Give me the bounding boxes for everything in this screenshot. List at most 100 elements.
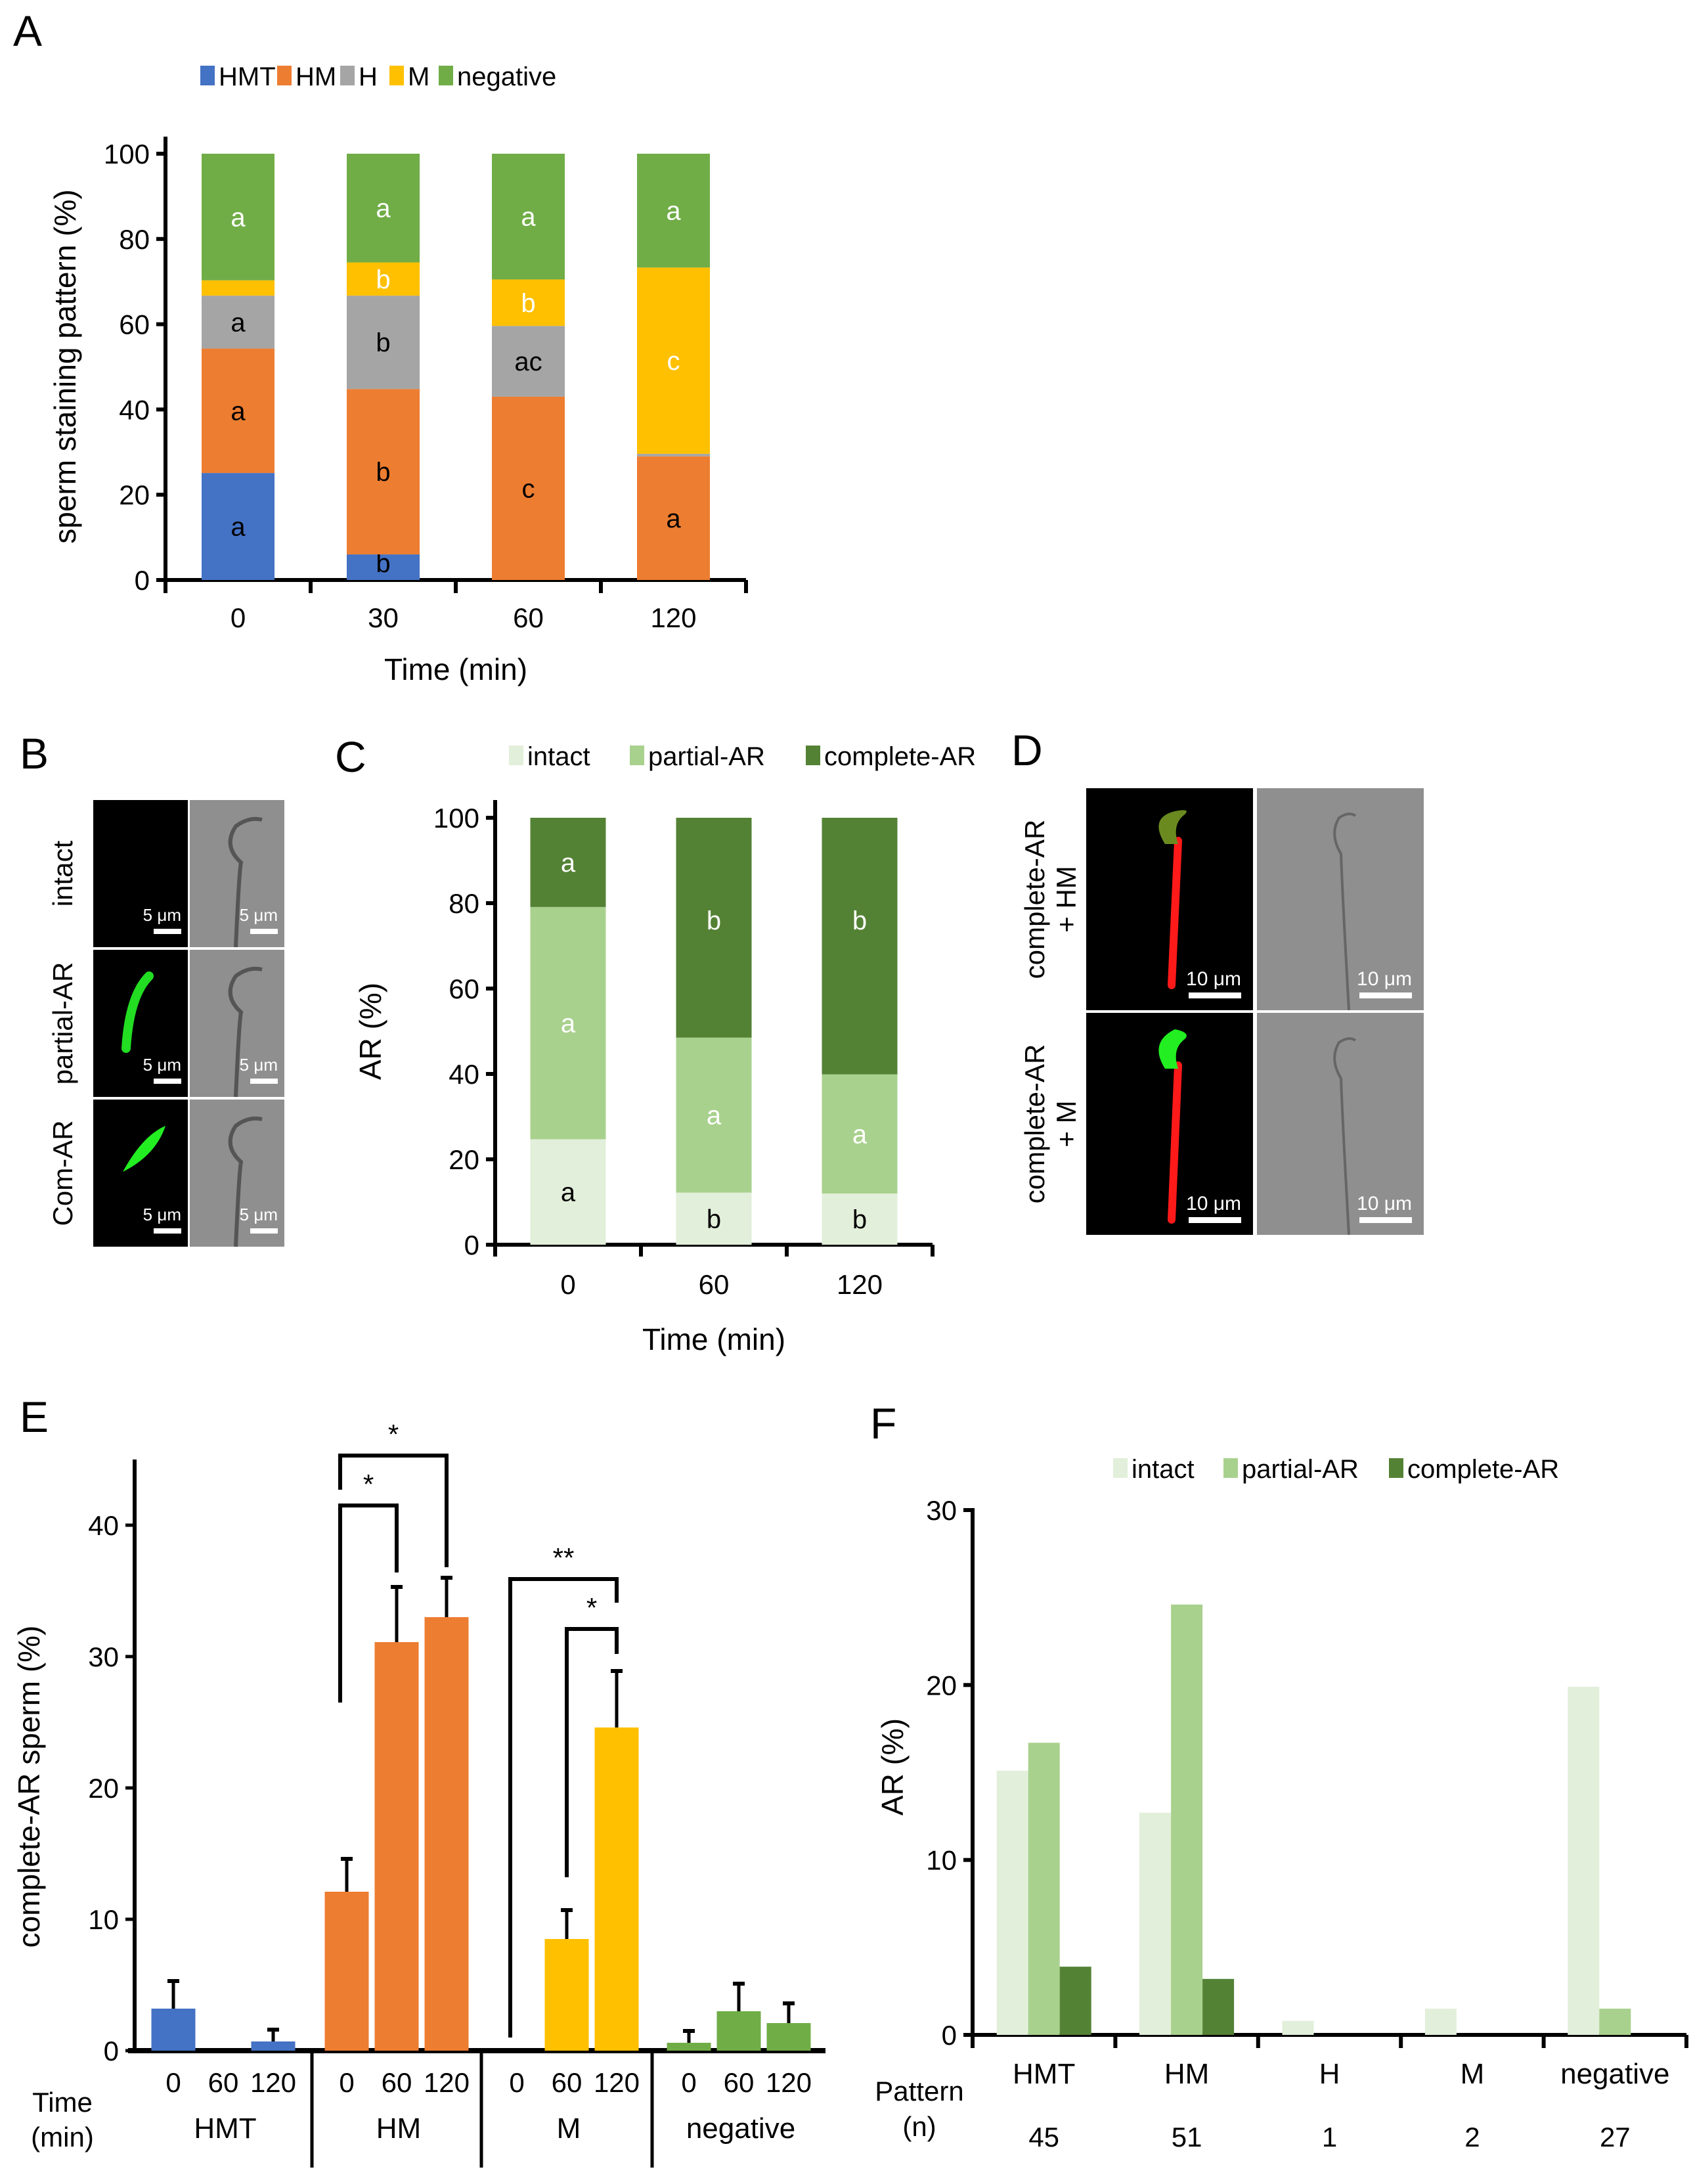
chart-f-legend-swatch-complete-ar — [1389, 1458, 1403, 1478]
chart-f-bar-complete-ar-hmt — [1059, 1967, 1091, 2035]
scale-bar — [1359, 992, 1412, 998]
chart-a-bar-h-120 — [637, 453, 710, 457]
chart-f-pattern-title: Pattern — [875, 2076, 963, 2106]
scale-bar-label: 10 μm — [1186, 968, 1241, 990]
chart-a-legend-label-h: H — [359, 62, 378, 91]
chart-c-x-tick-label: 120 — [837, 1269, 883, 1300]
chart-a-bar-hm-120 — [637, 456, 710, 580]
chart-a-letter-negative-60: a — [521, 203, 536, 232]
chart-a-bar-negative-30 — [347, 154, 420, 263]
scale-bar-label: 5 μm — [143, 905, 181, 925]
chart-e-significance-bracket — [338, 1454, 449, 1567]
chart-a-legend-label-hmt: HMT — [219, 62, 276, 91]
chart-e-time-label: 120 — [250, 2067, 296, 2098]
chart-a-bar-hm-30 — [347, 389, 420, 555]
sperm-outline — [228, 1116, 263, 1247]
chart-a-legend-swatch-m — [389, 66, 404, 85]
chart-e-bar-m-120 — [594, 1727, 639, 2051]
chart-c-letter-complete-ar-60: b — [707, 906, 721, 935]
chart-f-x-tick-label: negative — [1560, 2058, 1669, 2090]
chart-c-letter-partial-ar-60: a — [707, 1102, 722, 1130]
scale-bar — [154, 1079, 181, 1084]
chart-a-bar-hm-0 — [202, 348, 275, 474]
micrograph-row-label-com-ar: Com-AR — [47, 1120, 78, 1226]
chart-c-letter-intact-0: a — [561, 1178, 576, 1207]
chart-a-x-title: Time (min) — [384, 652, 527, 686]
chart-a-letter-negative-30: a — [376, 194, 391, 223]
chart-a-legend-label-negative: negative — [457, 62, 556, 91]
chart-f-x-tick-label: HM — [1164, 2058, 1209, 2090]
chart-e-bar-negative-0 — [667, 2043, 711, 2051]
scale-bar-label: 5 μm — [240, 1205, 278, 1224]
chart-a-x-tick-label: 60 — [513, 602, 544, 633]
sperm-outline — [1333, 813, 1357, 1011]
chart-a-letter-hm-30: b — [376, 458, 390, 487]
chart-a-legend-swatch-negative — [439, 66, 453, 85]
chart-e-time-label: 120 — [594, 2067, 640, 2098]
scale-bar-label: 5 μm — [143, 1205, 181, 1224]
chart-e-bar-hm-0 — [324, 1892, 369, 2051]
chart-a-legend-swatch-hmt — [200, 66, 215, 85]
chart-a-letter-hmt-0: a — [231, 513, 246, 542]
chart-e-y-tick-label: 0 — [104, 2036, 119, 2066]
scale-bar-label: 5 μm — [240, 1055, 278, 1075]
chart-e-bar-hm-60 — [374, 1642, 419, 2051]
chart-e-bar-hmt-120 — [251, 2041, 296, 2051]
chart-a-bar-hm-60 — [492, 396, 565, 580]
chart-a: HMTHMHMnegative020406080100aaaaa0bbbba30… — [48, 62, 748, 686]
micrograph-row-label-intact: intact — [47, 840, 78, 906]
chart-e-y-tick-label: 30 — [88, 1641, 119, 1672]
chart-c-legend-swatch-complete-ar — [806, 746, 820, 765]
panel-label-a: A — [13, 7, 42, 55]
chart-a-letter-m-120: c — [667, 347, 680, 376]
scale-bar — [1189, 1217, 1241, 1223]
chart-e-bar-m-60 — [544, 1939, 589, 2051]
midpiece-signal — [1168, 1061, 1182, 1224]
chart-e-y-title: complete-AR sperm (%) — [12, 1626, 46, 1948]
micrograph-row-label-line1: complete-AR — [1019, 820, 1050, 979]
chart-c-y-tick-label: 20 — [449, 1144, 479, 1175]
scale-bar — [250, 1079, 278, 1084]
chart-a-letter-negative-0: a — [231, 203, 246, 232]
chart-c-y-tick-label: 100 — [433, 803, 479, 834]
chart-c-y-tick-label: 0 — [464, 1230, 479, 1260]
chart-e-bar-negative-120 — [766, 2023, 811, 2051]
chart-e-significance-label: ** — [553, 1542, 575, 1573]
chart-e-significance-bracket — [338, 1504, 399, 1703]
chart-f-bar-intact-h — [1282, 2020, 1314, 2035]
micrograph-row-label-line1: complete-AR — [1019, 1044, 1050, 1204]
chart-f-bar-complete-ar-hm — [1202, 1978, 1235, 2035]
chart-f-x-tick-label: M — [1461, 2058, 1485, 2090]
chart-f-n-label: 45 — [1028, 2122, 1059, 2152]
acrosome-signal — [1158, 810, 1187, 844]
chart-a-bar-hmt-0 — [202, 473, 275, 580]
micrograph-row-label-line2: + HM — [1051, 866, 1082, 933]
chart-f-n-label: 2 — [1464, 2122, 1480, 2152]
chart-f-x-tick-label: HMT — [1013, 2058, 1075, 2090]
acrosome-signal — [1158, 1029, 1187, 1069]
chart-c-letter-complete-ar-0: a — [561, 849, 576, 878]
chart-e-y-tick-label: 10 — [88, 1904, 119, 1935]
chart-a-letter-hmt-30: b — [376, 549, 390, 578]
chart-a-letter-h-60: ac — [514, 347, 542, 376]
chart-f-x-tick-label: H — [1319, 2058, 1340, 2090]
chart-e-group-label-negative: negative — [686, 2112, 795, 2145]
chart-f-n-title: (n) — [902, 2111, 936, 2142]
acrosome-signal — [121, 971, 154, 1053]
chart-f-bar-partial-ar-negative — [1599, 2009, 1631, 2035]
chart-a-bar-m-120 — [637, 267, 710, 454]
chart-e-significance-label: * — [388, 1419, 399, 1450]
chart-c-x-tick-label: 0 — [560, 1269, 575, 1300]
chart-f-n-label: 27 — [1600, 2122, 1631, 2152]
scale-bar — [1359, 1217, 1412, 1223]
chart-a-letter-h-30: b — [376, 328, 390, 357]
chart-e-time-title-line2: (min) — [31, 2122, 94, 2152]
chart-c-legend-label-partial-ar: partial-AR — [648, 742, 765, 771]
chart-a-legend-label-hm: HM — [296, 62, 336, 91]
acrosome-signal — [123, 1126, 165, 1172]
chart-e-significance-bracket — [508, 1577, 619, 2038]
sperm-outline — [228, 816, 263, 948]
chart-a-bar-negative-60 — [492, 154, 565, 280]
